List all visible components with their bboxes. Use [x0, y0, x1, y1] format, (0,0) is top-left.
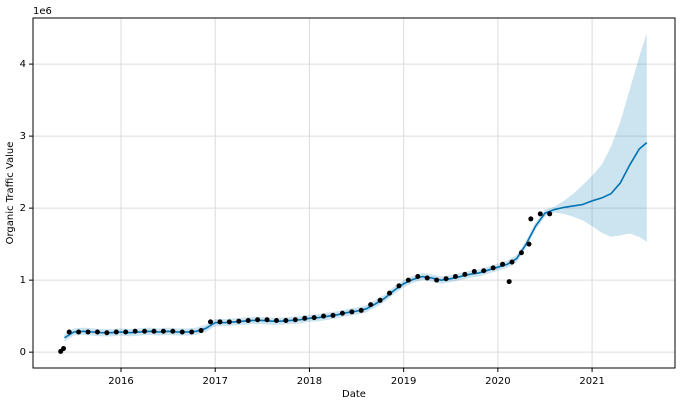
observed-point	[273, 317, 279, 323]
observed-point	[339, 310, 345, 316]
observed-point	[85, 329, 91, 335]
y-tick-label: 2	[20, 203, 26, 214]
uncertainty-band	[64, 33, 647, 342]
observed-point	[160, 328, 166, 334]
observed-point	[311, 315, 317, 321]
observed-point	[321, 313, 327, 319]
observed-point	[302, 315, 308, 321]
observed-point	[526, 241, 532, 247]
observed-point	[226, 319, 232, 325]
x-tick-label: 2020	[485, 376, 510, 387]
observed-point	[481, 268, 487, 274]
observed-point	[452, 274, 458, 280]
observed-point	[198, 328, 204, 334]
x-tick-label: 2017	[202, 376, 227, 387]
observed-point	[528, 216, 534, 222]
observed-point	[245, 317, 251, 323]
observed-point	[415, 274, 421, 280]
observed-point	[500, 261, 506, 267]
y-tick-label: 1	[20, 275, 26, 286]
observed-point	[66, 329, 72, 335]
y-tick-label: 0	[20, 347, 26, 358]
observed-point	[142, 328, 148, 334]
observed-point	[255, 317, 261, 323]
x-tick-label: 2016	[108, 376, 133, 387]
observed-point	[76, 329, 82, 335]
observed-point	[123, 329, 129, 335]
observed-point	[151, 328, 157, 334]
observed-point	[518, 250, 524, 256]
x-axis-label: Date	[342, 389, 366, 400]
observed-point	[236, 318, 242, 324]
observed-point	[283, 317, 289, 323]
observed-point	[217, 319, 223, 325]
observed-point	[387, 290, 393, 296]
observed-point	[537, 211, 543, 217]
observed-point	[368, 302, 374, 308]
observed-point	[132, 328, 138, 334]
offset-label: 1e6	[33, 6, 52, 17]
observed-point	[490, 265, 496, 271]
observed-point	[104, 330, 110, 336]
observed-point	[113, 329, 119, 335]
observed-point	[61, 346, 67, 352]
observed-point	[405, 277, 411, 283]
observed-point	[170, 328, 176, 334]
observed-point	[424, 275, 430, 281]
observed-point	[509, 259, 515, 265]
observed-point	[349, 309, 355, 315]
observed-point	[358, 307, 364, 313]
x-tick-label: 2021	[579, 376, 604, 387]
y-tick-label: 3	[20, 131, 26, 142]
observed-point	[377, 297, 383, 303]
observed-point	[443, 276, 449, 282]
observed-point	[94, 329, 100, 335]
x-tick-label: 2019	[391, 376, 416, 387]
plot-frame	[32, 17, 676, 369]
observed-point	[330, 312, 336, 318]
y-axis-label: Organic Traffic Value	[5, 142, 16, 245]
observed-point	[264, 317, 270, 323]
observed-point	[471, 268, 477, 274]
observed-point	[292, 317, 298, 323]
observed-point	[208, 319, 214, 325]
observed-point	[462, 271, 468, 277]
y-tick-label: 4	[20, 59, 26, 70]
observed-point	[547, 211, 553, 217]
observed-point	[189, 329, 195, 335]
x-tick-label: 2018	[297, 376, 322, 387]
observed-point	[396, 283, 402, 289]
observed-point	[506, 279, 512, 285]
observed-point	[434, 277, 440, 283]
observed-point	[179, 329, 185, 335]
